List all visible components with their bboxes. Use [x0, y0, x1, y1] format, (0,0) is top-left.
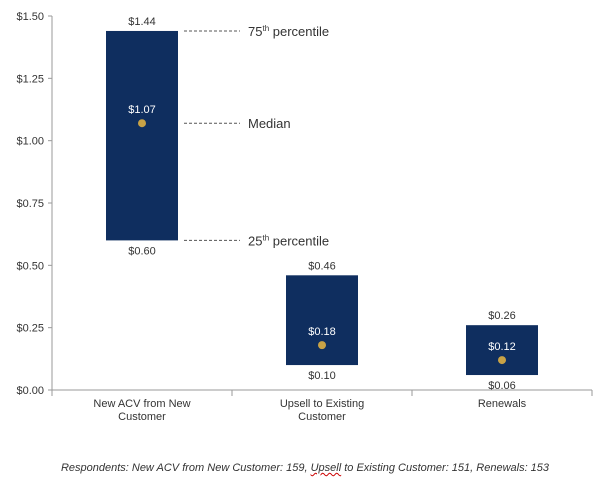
median-dot	[498, 356, 506, 365]
p75-value-label: $0.26	[488, 310, 516, 322]
median-dot	[138, 119, 146, 128]
p75-value-label: $0.46	[308, 260, 336, 272]
median-dot	[318, 341, 326, 350]
footnote-misspelled-word: Upsell	[310, 462, 342, 474]
x-category-label: Customer	[118, 411, 166, 423]
median-value-label: $1.07	[128, 104, 156, 116]
x-category-label: Renewals	[478, 398, 527, 410]
y-tick-label: $1.25	[16, 73, 44, 85]
x-category-label: Upsell to Existing	[280, 398, 364, 410]
box-chart: $0.00 $0.25 $0.50 $0.75 $1.00 $1.25 $1.50 New A…	[16, 11, 593, 423]
iqr-box	[466, 325, 538, 376]
median-value-label: $0.18	[308, 326, 336, 338]
p75-annotation-label: 75th percentile	[248, 24, 329, 39]
y-tick-label: $0.00	[16, 385, 44, 397]
y-tick-label: $1.00	[16, 136, 44, 148]
p25-value-label: $0.06	[488, 380, 516, 392]
footnote-suffix: to Existing Customer: 151, Renewals: 153	[341, 462, 550, 474]
x-category-label: New ACV from New	[93, 398, 190, 410]
p25-value-label: $0.60	[128, 245, 156, 257]
p25-value-label: $0.10	[308, 370, 336, 382]
chart-boxes: $1.07 $1.44 $0.60 $0.18 $0.46 $0.10 $0.12 $0.26…	[106, 16, 538, 392]
x-category-label: Customer	[298, 411, 346, 423]
median-value-label: $0.12	[488, 341, 516, 353]
y-tick-label: $0.75	[16, 198, 44, 210]
p25-annotation-label: 25th percentile	[248, 233, 329, 248]
respondents-footnote: Respondents: New ACV from New Customer: …	[0, 462, 610, 474]
p75-value-label: $1.44	[128, 16, 156, 28]
iqr-box	[286, 275, 358, 366]
y-tick-label: $0.25	[16, 323, 44, 335]
chart-annotations: 75th percentile Median 25th percentile	[184, 24, 329, 248]
chart-axes: $0.00 $0.25 $0.50 $0.75 $1.00 $1.25 $1.50 New A…	[16, 11, 593, 423]
y-tick-label: $0.50	[16, 260, 44, 272]
y-tick-label: $1.50	[16, 11, 44, 23]
iqr-box	[106, 30, 178, 241]
footnote-prefix: Respondents: New ACV from New Customer: …	[60, 462, 311, 474]
median-annotation-label: Median	[248, 116, 291, 131]
